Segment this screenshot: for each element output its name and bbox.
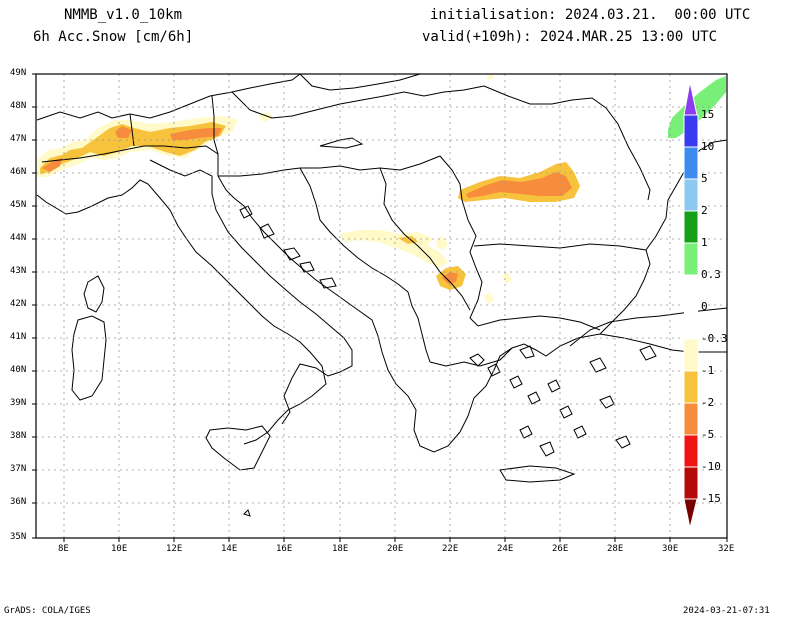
colorbar-segment (683, 434, 699, 468)
colorbar (683, 81, 699, 529)
lat-label: 49N (10, 68, 27, 78)
lon-label: 12E (166, 544, 183, 554)
colorbar-label: 15 (701, 108, 715, 121)
lat-label: 48N (10, 101, 27, 111)
colorbar-segment (683, 466, 699, 500)
lon-label: 20E (387, 544, 404, 554)
colorbar-segment (683, 402, 699, 436)
colorbar-segment (683, 242, 699, 276)
colorbar-label: 0 (701, 300, 708, 313)
colorbar-label: 10 (701, 140, 715, 153)
colorbar-label: -0.3 (701, 332, 728, 345)
colorbar-label: 0.3 (701, 268, 721, 281)
colorbar-segment (683, 210, 699, 244)
map-background (36, 74, 727, 538)
colorbar-segment (684, 307, 698, 339)
lat-label: 43N (10, 266, 27, 276)
lat-label: 36N (10, 497, 27, 507)
colorbar-label: 1 (701, 236, 708, 249)
lon-label: 24E (497, 544, 514, 554)
lat-label: 45N (10, 200, 27, 210)
lon-label: 18E (332, 544, 349, 554)
lon-label: 16E (276, 544, 293, 554)
lat-label: 42N (10, 299, 27, 309)
lat-label: 37N (10, 464, 27, 474)
lon-label: 26E (552, 544, 569, 554)
lat-label: 41N (10, 332, 27, 342)
lat-label: 40N (10, 365, 27, 375)
colorbar-bottom-arrow (683, 498, 698, 529)
lat-label: 38N (10, 431, 27, 441)
lon-label: 10E (111, 544, 128, 554)
colorbar-label: -15 (701, 492, 721, 505)
colorbar-segment (683, 178, 699, 212)
gridlines (36, 74, 727, 538)
lat-label: 35N (10, 532, 27, 542)
lat-label: 46N (10, 167, 27, 177)
colorbar-label: -1 (701, 364, 715, 377)
colorbar-segment (684, 275, 698, 307)
map-frame (35, 73, 728, 539)
lat-label: 47N (10, 134, 27, 144)
lon-label: 30E (662, 544, 679, 554)
lon-label: 28E (607, 544, 624, 554)
lon-label: 8E (58, 544, 69, 554)
map-outlines (36, 73, 728, 517)
lon-label: 14E (221, 544, 238, 554)
lat-label: 39N (10, 398, 27, 408)
footer-credit: GrADS: COLA/IGES (4, 606, 91, 616)
colorbar-label: -2 (701, 396, 715, 409)
colorbar-label: 5 (701, 172, 708, 185)
colorbar-label: -10 (701, 460, 721, 473)
colorbar-label: -5 (701, 428, 715, 441)
field-title: 6h Acc.Snow [cm/6h] (33, 29, 194, 45)
colorbar-label: 2 (701, 204, 708, 217)
lon-label: 22E (442, 544, 459, 554)
lat-label: 44N (10, 233, 27, 243)
axis-ticks (32, 73, 728, 542)
lon-label: 32E (718, 544, 735, 554)
footer-timestamp: 2024-03-21-07:31 (683, 606, 770, 616)
colorbar-segment (683, 338, 699, 372)
valid-time: valid(+109h): 2024.MAR.25 13:00 UTC (422, 29, 718, 45)
model-name: NMMB_v1.0_10km (64, 7, 183, 23)
colorbar-segment (683, 114, 699, 148)
colorbar-segment (683, 146, 699, 180)
init-time: initialisation: 2024.03.21. 00:00 UTC (430, 7, 751, 23)
colorbar-segment (683, 370, 699, 404)
